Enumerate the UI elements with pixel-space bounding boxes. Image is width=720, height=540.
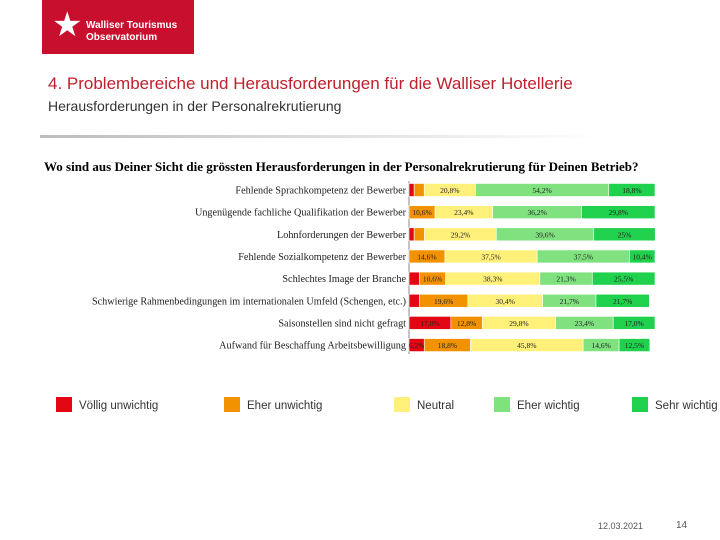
data-label: 29,8% — [609, 208, 628, 217]
data-label: 14,6% — [417, 252, 436, 261]
page-number: 14 — [676, 520, 688, 531]
legend-swatch — [394, 397, 410, 412]
data-label: 37,5% — [481, 252, 500, 261]
bar-segment — [608, 183, 656, 197]
legend-swatch — [224, 397, 240, 412]
data-label: 20,8% — [440, 186, 459, 195]
data-label: 45,8% — [517, 341, 536, 350]
bar-segment — [408, 271, 420, 286]
data-label: 30,4% — [495, 297, 514, 306]
data-label: 19,6% — [434, 297, 453, 306]
data-label: 23,4% — [454, 208, 473, 217]
bar-segment — [595, 293, 650, 308]
data-label: 10,4% — [633, 252, 652, 261]
data-label: 14,6% — [591, 341, 610, 350]
bar-segment — [408, 183, 415, 197]
data-label: 6,2% — [409, 341, 425, 350]
data-label: 36,2% — [527, 208, 546, 217]
legend-label: Völlig unwichtig — [79, 400, 158, 412]
category-label: Saisonstellen sind nicht gefragt — [278, 318, 406, 329]
data-label: 21,3% — [556, 275, 575, 284]
category-label: Aufwand für Beschaffung Arbeitsbewilligu… — [219, 341, 406, 352]
data-label: 38,3% — [483, 275, 502, 284]
category-label: Fehlende Sozialkompetenz der Bewerber — [238, 252, 406, 263]
logo: ★ Walliser Tourismus Observatorium — [42, 0, 194, 54]
data-label: 25% — [618, 230, 632, 239]
data-label: 18,8% — [438, 341, 457, 350]
data-label: 21,7% — [560, 297, 579, 306]
bar-segment — [408, 227, 415, 242]
data-label: 39,6% — [535, 230, 554, 239]
category-label: Ungenügende fachliche Qualifikation der … — [195, 208, 407, 219]
legend-swatch — [494, 397, 510, 412]
data-label: 29,8% — [509, 319, 528, 328]
bar-segment — [413, 227, 425, 242]
bar-segment — [413, 183, 425, 197]
chart-title: Wo sind aus Deiner Sicht die grössten He… — [44, 159, 639, 174]
logo-line2: Observatorium — [86, 32, 158, 43]
legend-swatch — [56, 397, 72, 412]
data-label: 10,6% — [412, 208, 431, 217]
data-label: 23,4% — [575, 319, 594, 328]
page-subtitle: Herausforderungen in der Personalrekruti… — [48, 98, 342, 114]
data-label: 29,2% — [451, 230, 470, 239]
data-label: 17,0% — [624, 319, 643, 328]
legend-label: Neutral — [417, 400, 454, 412]
logo-line1: Walliser Tourismus — [86, 20, 178, 31]
legend-label: Sehr wichtig — [655, 400, 718, 412]
bar-segment — [618, 338, 651, 352]
divider — [40, 135, 600, 138]
data-label: 37,5% — [574, 252, 593, 261]
bar-segment — [408, 293, 420, 308]
data-label: 18,8% — [622, 186, 641, 195]
category-label: Lohnforderungen der Bewerber — [277, 230, 407, 241]
data-label: 17,0% — [420, 319, 439, 328]
data-label: 10,6% — [423, 275, 442, 284]
bar-segment — [591, 271, 656, 286]
logo-text: Walliser Tourismus Observatorium — [86, 20, 177, 44]
chart-area: Wo sind aus Deiner Sicht die grössten He… — [0, 150, 720, 420]
bar-segment — [581, 205, 656, 219]
data-label: 21,7% — [613, 297, 632, 306]
footer-date: 12.03.2021 — [598, 521, 644, 531]
stacked-bar-chart: Wo sind aus Deiner Sicht die grössten He… — [44, 159, 718, 412]
bar-segment — [629, 249, 656, 264]
category-label: Schlechtes Image der Branche — [282, 274, 406, 285]
bar-segment — [612, 316, 656, 330]
data-label: 12,5% — [625, 341, 644, 350]
bar-segment — [593, 227, 656, 242]
category-label: Fehlende Sprachkompetenz der Bewerber — [235, 186, 406, 197]
category-label: Schwierige Rahmenbedingungen im internat… — [92, 296, 406, 307]
page-title: 4. Problembereiche und Herausforderungen… — [48, 74, 573, 93]
data-label: 25,5% — [614, 275, 633, 284]
legend-label: Eher wichtig — [517, 400, 580, 412]
data-label: 12,8% — [457, 319, 476, 328]
star-icon: ★ — [52, 6, 83, 44]
legend-label: Eher unwichtig — [247, 400, 322, 412]
data-label: 54,2% — [532, 186, 551, 195]
legend-swatch — [632, 397, 648, 412]
